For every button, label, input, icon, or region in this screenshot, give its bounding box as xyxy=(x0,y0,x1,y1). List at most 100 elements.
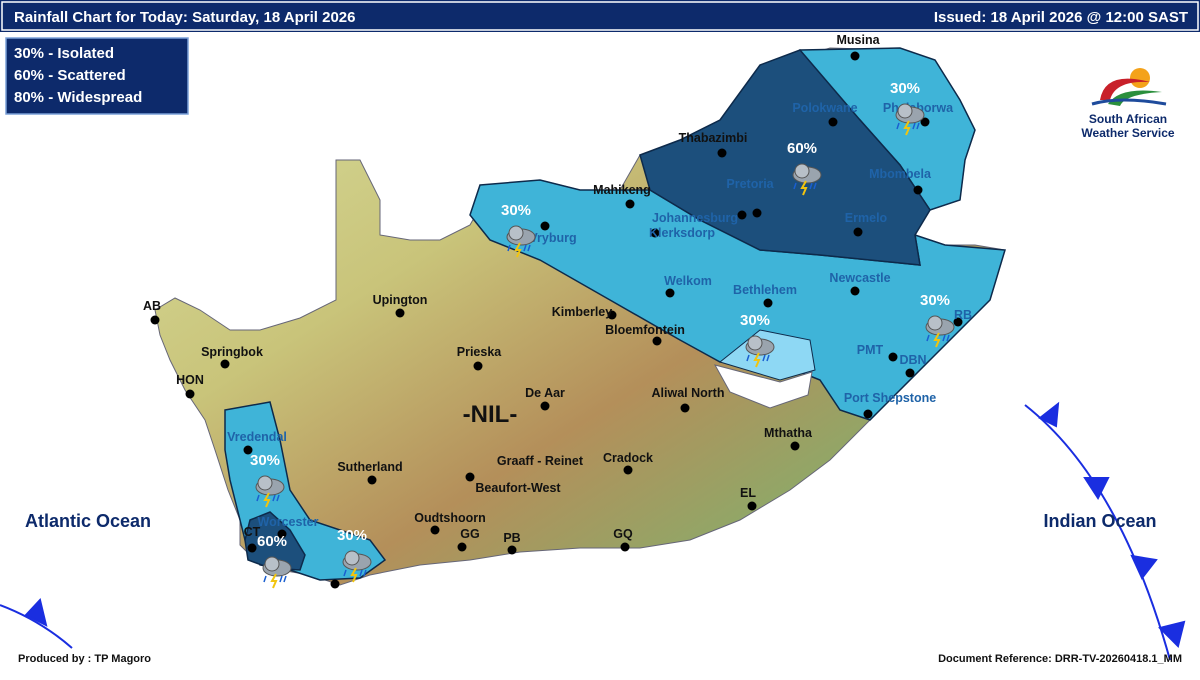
ocean-label: Indian Ocean xyxy=(1043,511,1156,531)
town-dot xyxy=(507,545,517,555)
town-dot xyxy=(367,475,377,485)
town-label: Aliwal North xyxy=(652,386,725,400)
storm-icon xyxy=(792,163,822,196)
header-border xyxy=(1,1,1199,31)
town-dot xyxy=(850,51,860,61)
town-dot xyxy=(277,529,287,539)
town-label: Polokwane xyxy=(792,101,857,115)
town-dot xyxy=(913,185,923,195)
town-label: Bloemfontein xyxy=(605,323,685,337)
town-label: Klerksdorp xyxy=(649,226,715,240)
rain xyxy=(263,575,287,583)
rain xyxy=(896,122,920,130)
town-dot xyxy=(540,221,550,231)
town-label: Newcastle xyxy=(829,271,890,285)
town-dot xyxy=(737,210,747,220)
town-dot xyxy=(953,317,963,327)
legend-entry: 80% - Widespread xyxy=(14,89,142,106)
probability-label: 30% xyxy=(250,452,280,469)
storm-icon xyxy=(506,225,536,258)
town-dot xyxy=(747,501,757,511)
town-label: Vryburg xyxy=(529,231,576,245)
town-label: Upington xyxy=(373,293,428,307)
town-dot xyxy=(717,148,727,158)
lightning xyxy=(800,180,808,196)
probability-label: 60% xyxy=(787,140,817,157)
town-dot xyxy=(863,409,873,419)
rain-region xyxy=(718,329,816,381)
lightning xyxy=(753,352,761,368)
town-dot xyxy=(473,361,483,371)
header-bar xyxy=(0,0,1200,32)
town-dot xyxy=(620,542,630,552)
town-dot xyxy=(243,445,253,455)
town-dot xyxy=(185,389,195,399)
cloud xyxy=(794,163,810,179)
probability-label: 30% xyxy=(890,80,920,97)
storm-icon xyxy=(925,315,955,348)
cloud xyxy=(508,225,524,241)
storm-icon xyxy=(745,335,775,368)
ocean-label: Atlantic Ocean xyxy=(25,511,151,531)
town-label: Johannesburg xyxy=(652,211,738,225)
legend-entry: 60% - Scattered xyxy=(14,67,126,84)
storm-icon xyxy=(255,475,285,508)
legend-box xyxy=(5,37,189,115)
storm-icon xyxy=(895,103,925,136)
town-dot xyxy=(828,117,838,127)
lightning xyxy=(903,120,911,136)
town-dot xyxy=(607,310,617,320)
footer-reference: Document Reference: DRR-TV-20260418.1_MM xyxy=(938,653,1182,665)
town-dot xyxy=(457,542,467,552)
town-dot xyxy=(430,525,440,535)
logo-text: Weather Service xyxy=(1081,126,1174,140)
town-label: AB xyxy=(143,299,161,313)
rain-region xyxy=(244,511,306,571)
probability-label: 30% xyxy=(740,312,770,329)
town-dot xyxy=(330,579,340,589)
legend-entry: 30% - Isolated xyxy=(14,45,114,62)
town-dot xyxy=(652,336,662,346)
probability-label: 60% xyxy=(257,533,287,550)
rain xyxy=(926,334,950,342)
town-label: Pretoria xyxy=(726,177,774,191)
lightning xyxy=(350,567,358,583)
issued: Issued: 18 April 2026 @ 12:00 SAST xyxy=(934,9,1188,26)
town-dot xyxy=(395,308,405,318)
town-label: Mthatha xyxy=(764,426,813,440)
probability-label: 30% xyxy=(920,292,950,309)
town-dot xyxy=(650,228,660,238)
town-dot xyxy=(625,199,635,209)
town-label: Vredendal xyxy=(227,430,287,444)
town-label: Beaufort-West xyxy=(475,481,561,495)
probability-label: 30% xyxy=(337,527,367,544)
logo-text: South African xyxy=(1089,112,1167,126)
cloud xyxy=(257,475,273,491)
town-label: PMT xyxy=(857,343,884,357)
town-dot xyxy=(888,352,898,362)
town-label: Worcester xyxy=(258,515,319,529)
town-label: Mbombela xyxy=(869,167,932,181)
town-label: Graaff - Reinet xyxy=(497,454,584,468)
town-dot xyxy=(150,315,160,325)
town-label: Welkom xyxy=(664,274,712,288)
rain xyxy=(746,354,770,362)
town-dot xyxy=(790,441,800,451)
logo: South African Weather Service xyxy=(1081,68,1175,140)
town-dot xyxy=(465,472,475,482)
town-label: Springbok xyxy=(201,345,263,359)
storm-icon xyxy=(342,550,372,583)
cloud xyxy=(927,315,943,331)
footer-producer: Produced by : TP Magoro xyxy=(18,653,151,665)
town-label: PB xyxy=(503,531,520,545)
town-label: GQ xyxy=(613,527,633,541)
town-label: EL xyxy=(740,486,756,500)
town-dot xyxy=(623,465,633,475)
region-labels: 30% 60% 30% 30% 30% 30% 60% 30% xyxy=(250,80,955,589)
rain-region xyxy=(639,49,931,266)
town-label: RB xyxy=(954,308,972,322)
town-label: DBN xyxy=(899,353,926,367)
cloud xyxy=(264,556,280,572)
title: Rainfall Chart for Today: Saturday, 18 A… xyxy=(14,9,355,26)
